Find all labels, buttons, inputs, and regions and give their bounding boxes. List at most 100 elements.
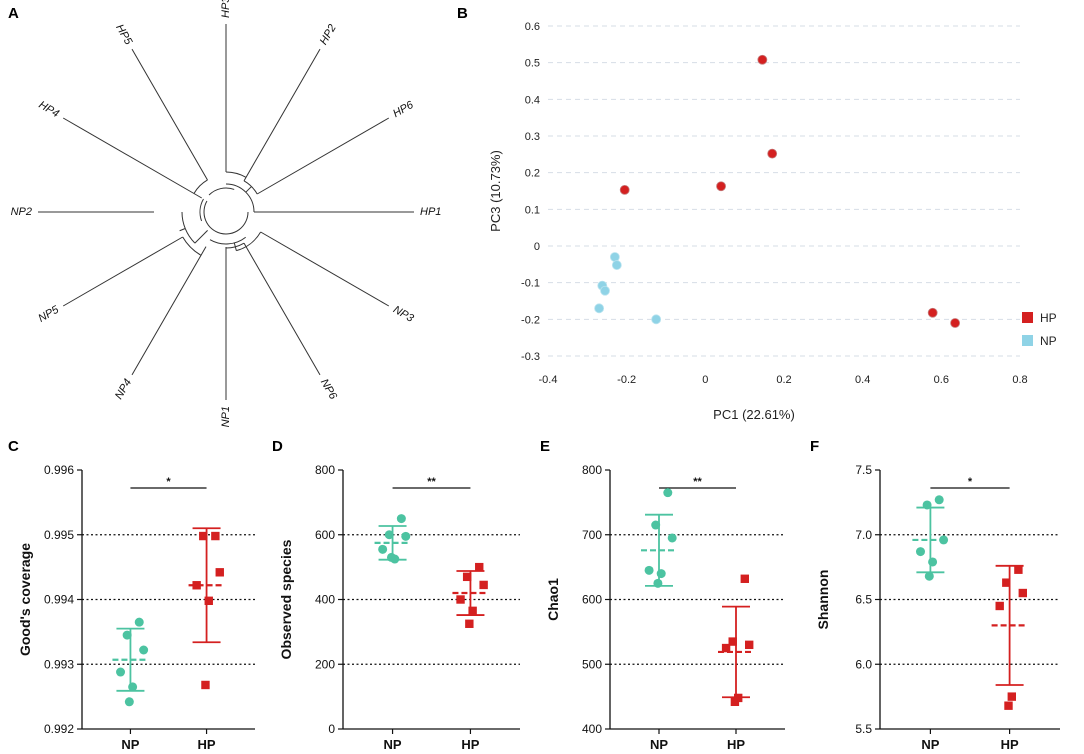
shannon-y-tick-label: 6.0 [855,657,872,671]
observed-species-y-tick-label: 200 [315,657,335,671]
shannon-y-axis-label: Shannon [815,570,831,630]
pcoa-legend-swatch-np [1022,335,1033,346]
goods-coverage-plot: 0.992 0.993 0.994 0.995 0.996 NP HP Good's cove… [17,463,255,752]
tree-branch-np5 [62,236,183,307]
tree-inner-branch [245,186,252,193]
shannon-x-tick-label-hp: HP [1001,737,1019,752]
tree-inner-branch [179,228,186,232]
chao1-plot: 400 500 600 700 800 NP HP Chao1 ** [545,463,785,752]
shannon-plot: 5.5 6.0 6.5 7.0 7.5 NP HP Shannon * [815,463,1060,752]
shannon-point-np [939,535,949,545]
chao1-y-tick-label: 600 [582,593,602,607]
goods-coverage-point-np [128,682,138,692]
observed-species-point-np [378,544,388,554]
tree-leaf-label-np6: NP6 [318,377,340,402]
shannon-point-hp [1004,701,1013,710]
goods-coverage-x-tick-label-np: NP [121,737,139,752]
pcoa-x-tick-label: -0.2 [617,374,636,386]
goods-coverage-point-hp [204,596,213,605]
tree-leaf-label-hp3: HP3 [220,0,232,18]
pcoa-legend-label-np: NP [1040,334,1057,348]
pcoa-point-hp [927,307,938,318]
tree-leaf-label-np5: NP5 [36,303,61,325]
pcoa-legend-label-hp: HP [1040,311,1057,325]
tree-branch-hp4 [62,117,203,199]
goods-coverage-point-hp [199,531,208,541]
panel-label-c: C [8,438,19,455]
goods-coverage-y-tick-label: 0.992 [44,722,74,736]
observed-species-x-tick-label-np: NP [384,737,402,752]
chao1-y-tick-label: 700 [582,528,602,542]
pcoa-y-tick-label: -0.3 [521,351,540,363]
tree-leaf-label-np4: NP4 [113,377,134,402]
pcoa-y-tick-label: 0.3 [525,131,540,143]
shannon-y-tick-label: 7.0 [855,528,872,542]
tree-leaf-label-hp1: HP1 [420,206,441,218]
chao1-point-hp [721,643,731,653]
goods-coverage-point-hp [192,581,201,590]
pcoa-point-hp [716,181,726,192]
goods-coverage-point-hp [201,680,210,690]
tree-clade-arc [209,236,247,245]
pcoa-y-tick-label: 0 [534,241,540,253]
goods-coverage-y-axis-label: Good's coverage [17,543,33,656]
observed-species-y-tick-label: 800 [315,463,335,477]
observed-species-y-axis-label: Observed species [278,539,294,659]
observed-species-point-hp [456,595,465,604]
tree-leaf-label-np3: NP3 [391,304,416,326]
pcoa-y-tick-label: 0.5 [525,58,540,70]
observed-species-point-hp [479,580,488,590]
pcoa-point-np [611,260,622,270]
tree-branch-hp6 [256,117,390,195]
shannon-point-hp [1002,578,1011,587]
shannon-point-np [934,495,944,505]
pcoa-y-axis-label: PC3 (10.73%) [488,150,503,232]
pcoa-plot: 0.6 0.5 0.4 0.3 0.2 0.1 0 -0.1 -0.2 -0.3 -0.4 -0.2 0… [488,21,1057,422]
panel-label-b: B [457,5,468,22]
pcoa-x-axis-label: PC1 (22.61%) [713,407,795,422]
tree-branch-np3 [260,231,390,307]
tree-inner-branch [194,230,208,244]
goods-coverage-point-np [122,630,132,640]
tree-clade-arc [243,180,258,195]
shannon-point-np [928,557,938,567]
observed-species-point-np [401,531,411,541]
goods-coverage-point-np [124,697,134,707]
tree-leaf-label-np2: NP2 [11,206,32,218]
tree-clade-arc [208,187,235,196]
tree-leaf-label-np1: NP1 [220,406,232,427]
observed-species-y-tick-label: 400 [315,593,335,607]
panel-label-d: D [272,438,283,455]
chao1-x-tick-label-hp: HP [727,737,745,752]
chao1-y-tick-label: 800 [582,463,602,477]
tree-leaf-label-hp2: HP2 [318,22,339,47]
tree-clade-arc [225,171,247,178]
chao1-point-hp [728,637,737,646]
observed-species-point-np [396,514,406,524]
observed-species-significance-label: ** [427,476,436,488]
pcoa-y-tick-label: -0.2 [521,314,540,326]
observed-species-x-tick-label-hp: HP [461,737,479,752]
pcoa-x-tick-label: -0.4 [539,374,558,386]
goods-coverage-point-hp [215,568,224,577]
pcoa-point-hp [619,184,630,195]
observed-species-y-tick-label: 0 [328,722,335,736]
pcoa-point-np [594,303,605,314]
chao1-point-hp [745,640,754,650]
dendrogram: HP3 HP2 HP6 HP1 NP3 NP6 NP1 NP4 NP5 NP2 HP4 HP5 [11,0,442,427]
pcoa-y-tick-label: 0.2 [525,168,540,180]
observed-species-plot: 0 200 400 600 800 NP HP Observed species ** [278,463,520,752]
tree-clade-arc [203,200,249,235]
shannon-y-tick-label: 6.5 [855,593,872,607]
chao1-significance-label: ** [693,476,702,488]
tree-clade-arc [193,179,208,194]
goods-coverage-point-hp [211,531,220,541]
goods-coverage-y-tick-label: 0.996 [44,463,74,477]
goods-coverage-y-tick-label: 0.993 [44,657,74,671]
pcoa-point-np [609,252,620,262]
tree-branch-np4 [131,246,207,376]
pcoa-y-tick-label: 0.1 [525,204,540,216]
chao1-y-tick-label: 500 [582,657,602,671]
shannon-point-hp [1014,565,1023,574]
